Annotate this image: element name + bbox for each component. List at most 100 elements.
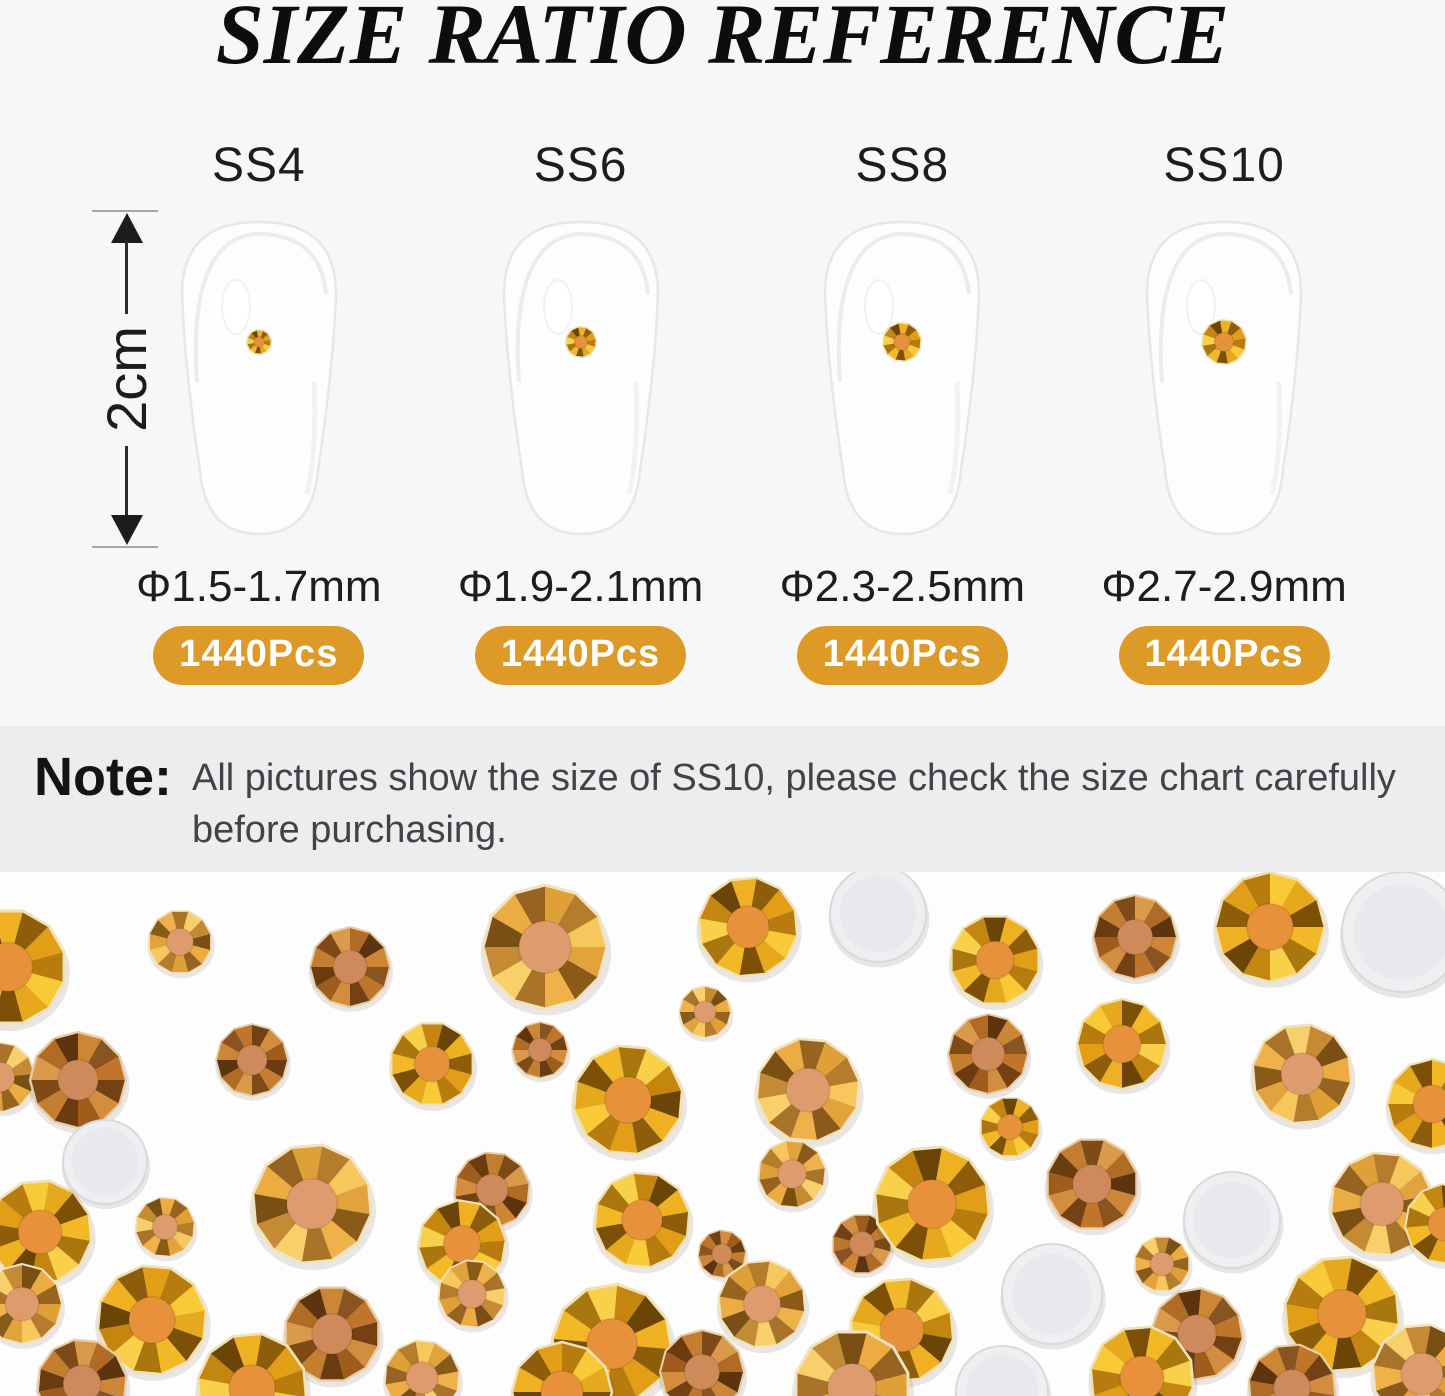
arrow-up-icon (111, 213, 143, 243)
rhinestone (658, 1328, 748, 1396)
size-column: SS10 Φ2.7-2.9mm 1440Pcs (1063, 140, 1385, 685)
nail-image (1129, 212, 1319, 542)
rhinestone (95, 1264, 211, 1381)
size-column: SS4 Φ1.5-1.7mm 1440Pcs (98, 140, 420, 685)
quantity-badge: 1440Pcs (475, 626, 687, 685)
rhinestone (696, 876, 802, 983)
rhinestone (1044, 1138, 1142, 1236)
rhinestone (1091, 893, 1181, 984)
rhinestone (1250, 1023, 1356, 1130)
rhinestone (754, 1037, 864, 1148)
rhinestone (1133, 1236, 1193, 1296)
rhinestone (872, 1145, 994, 1269)
quantity-badge-row: 1440Pcs (1118, 626, 1330, 685)
rhinestone-flat-back (828, 872, 930, 968)
rhinestone-flat-back (61, 1119, 151, 1209)
rhinestone (250, 1143, 376, 1271)
size-label: SS6 (533, 139, 628, 192)
rhinestone (510, 1340, 616, 1396)
rhinestone (437, 1259, 509, 1333)
nail-tip (180, 220, 338, 536)
size-label: SS10 (1163, 139, 1285, 192)
rhinestone (215, 1023, 291, 1101)
rhinestone (564, 325, 597, 359)
rhinestone (511, 1021, 571, 1082)
rhinestone (947, 1013, 1031, 1099)
rhinestone (1088, 1325, 1198, 1396)
rhinestone (882, 322, 923, 362)
rhinestone (678, 985, 734, 1042)
rhinestone (831, 1214, 895, 1279)
nail-gloss-highlight (542, 279, 573, 335)
rhinestone (0, 909, 70, 1032)
dimension-line-lower (125, 446, 128, 516)
rhinestone (1075, 997, 1171, 1095)
rhinestone (282, 1286, 384, 1388)
rhinestone (592, 1171, 694, 1274)
rhinestone (1246, 1343, 1340, 1396)
nail-tip (1145, 220, 1303, 536)
size-column: SS6 Φ1.9-2.1mm 1440Pcs (420, 140, 742, 685)
nail-gloss-highlight (220, 279, 251, 335)
size-ratio-section: SIZE RATIO REFERENCE 2cm SS4 Φ1.5-1.7mm 14… (92, 0, 1385, 685)
rhinestone-flat-back (954, 1345, 1052, 1396)
quantity-badge: 1440Pcs (153, 626, 365, 685)
rhinestone (0, 1263, 65, 1349)
rhinestone (134, 1196, 198, 1262)
rhinestone (147, 910, 215, 979)
dimension-indicator: 2cm (92, 210, 162, 548)
note-label: Note: (34, 747, 172, 807)
rhinestone-flat-back (1182, 1171, 1284, 1274)
rhinestone-flat-back (1000, 1243, 1106, 1350)
diameter-label: Φ2.7-2.9mm (1101, 562, 1347, 611)
note-bar: Note: All pictures show the size of SS10… (0, 726, 1445, 872)
quantity-badge-row: 1440Pcs (796, 626, 1008, 685)
size-label: SS8 (855, 139, 950, 192)
dimension-cap-top (92, 210, 158, 212)
rhinestone-flat-back (1340, 872, 1445, 999)
nail-image (807, 212, 997, 542)
page-title: SIZE RATIO REFERENCE (215, 0, 1230, 82)
diameter-label: Φ1.5-1.7mm (136, 562, 382, 611)
rhinestone (388, 1022, 478, 1111)
rhinestone (35, 1338, 131, 1396)
size-column: SS8 Φ2.3-2.5mm 1440Pcs (742, 140, 1064, 685)
rhinestone (1213, 872, 1329, 988)
rhinestone (1370, 1323, 1445, 1396)
dimension-cap-bottom (92, 546, 158, 548)
quantity-badge-row: 1440Pcs (475, 626, 687, 685)
rhinestone (195, 1332, 311, 1396)
rhinestone (383, 1339, 463, 1396)
rhinestone (28, 1030, 130, 1134)
diameter-label: Φ1.9-2.1mm (457, 562, 704, 611)
nail-tip (824, 220, 981, 536)
diameter-label: Φ2.3-2.5mm (779, 562, 1026, 611)
rhinestones-field (0, 872, 1445, 1396)
rhinestone (979, 1097, 1043, 1162)
arrow-down-icon (111, 515, 143, 545)
dimension-line-upper (125, 240, 128, 314)
rhinestone (480, 883, 612, 1016)
rhinestone (0, 1041, 38, 1117)
rhinestone (948, 915, 1044, 1011)
nail-image (164, 212, 354, 542)
rhinestone (1149, 1287, 1247, 1386)
note-text: All pictures show the size of SS10, plea… (191, 757, 1396, 852)
rhinestone (716, 1259, 810, 1354)
quantity-badge-row: 1440Pcs (153, 626, 365, 685)
rhinestone (571, 1044, 687, 1161)
rhinestone (792, 1330, 914, 1396)
rhinestone (757, 1139, 829, 1213)
rhinestone (1385, 1057, 1445, 1155)
nail-image (486, 212, 676, 542)
rhinestones-photo (0, 872, 1445, 1396)
size-label: SS4 (212, 139, 306, 192)
rhinestone (1201, 319, 1248, 365)
nail-gloss-highlight (1186, 279, 1217, 335)
size-columns: SS4 Φ1.5-1.7mm 1440Pcs SS6 Φ1.9-2.1mm 1440Pcs… (98, 140, 1385, 685)
rhinestone (245, 328, 272, 356)
quantity-badge: 1440Pcs (1118, 626, 1330, 685)
rhinestone (309, 926, 393, 1012)
quantity-badge: 1440Pcs (796, 626, 1008, 685)
